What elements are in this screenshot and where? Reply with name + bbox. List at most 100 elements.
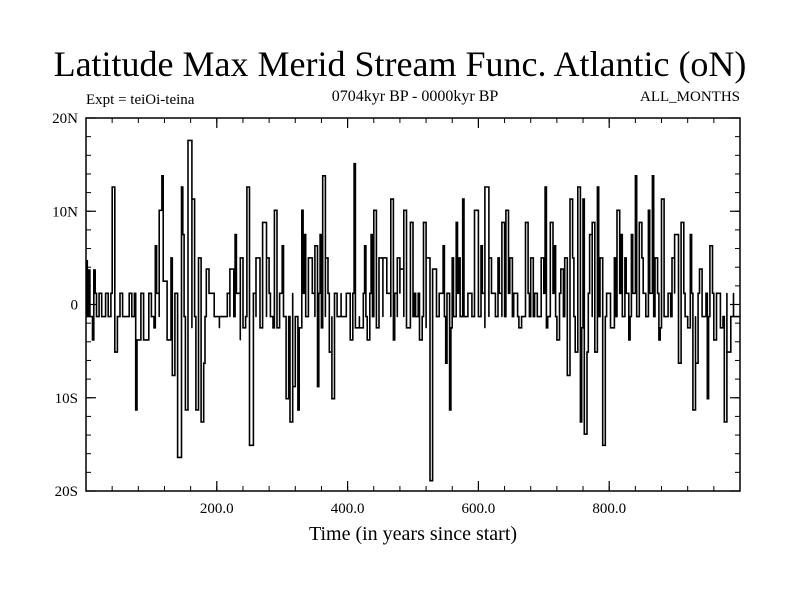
data-point xyxy=(182,234,184,236)
data-point xyxy=(170,257,172,259)
data-point xyxy=(458,257,460,259)
data-point xyxy=(687,316,689,318)
data-point xyxy=(583,433,585,435)
data-point xyxy=(732,316,735,318)
data-point xyxy=(143,316,145,318)
data-point xyxy=(451,257,453,259)
data-point xyxy=(119,292,121,294)
data-point xyxy=(382,316,384,318)
data-point xyxy=(646,316,648,318)
data-point xyxy=(702,316,705,318)
data-point xyxy=(594,292,596,294)
data-point xyxy=(418,339,421,341)
data-point xyxy=(318,292,320,294)
data-point xyxy=(509,257,511,259)
data-point xyxy=(316,386,319,388)
data-point xyxy=(497,257,499,259)
data-point xyxy=(328,351,330,353)
data-point xyxy=(425,327,427,329)
data-point xyxy=(726,351,728,353)
data-point xyxy=(101,316,103,318)
data-point xyxy=(429,480,431,482)
data-point xyxy=(713,339,715,341)
data-point xyxy=(543,292,545,294)
data-point xyxy=(723,421,725,423)
data-point xyxy=(88,269,90,271)
data-point xyxy=(432,316,434,318)
data-point xyxy=(252,292,254,294)
data-point xyxy=(450,327,452,329)
data-point xyxy=(200,351,202,353)
data-point xyxy=(336,316,338,318)
data-point xyxy=(403,209,405,211)
data-point xyxy=(521,316,523,318)
data-point xyxy=(233,316,235,318)
data-point xyxy=(569,198,571,200)
data-point xyxy=(229,316,231,318)
data-point xyxy=(154,245,156,247)
data-point xyxy=(90,316,92,318)
data-point xyxy=(484,327,486,329)
data-point xyxy=(229,268,231,270)
data-point xyxy=(602,292,604,294)
data-point xyxy=(674,234,676,236)
data-point xyxy=(462,198,464,200)
data-point xyxy=(577,186,579,188)
data-point xyxy=(353,163,355,165)
data-point xyxy=(364,245,366,247)
data-point xyxy=(197,316,200,318)
data-point xyxy=(555,316,557,318)
data-point xyxy=(456,292,459,294)
data-point xyxy=(705,292,707,294)
data-point xyxy=(405,327,408,329)
data-point xyxy=(438,292,440,294)
data-point xyxy=(349,316,351,318)
data-point xyxy=(177,316,179,318)
data-point xyxy=(418,292,421,294)
data-point xyxy=(358,316,360,318)
data-point xyxy=(161,175,163,177)
data-point xyxy=(539,316,541,318)
data-point xyxy=(577,292,579,294)
data-point xyxy=(467,292,469,294)
period-label: 0704kyr BP - 0000kyr BP xyxy=(331,88,499,105)
data-point xyxy=(184,409,186,411)
data-point xyxy=(114,351,116,353)
data-point xyxy=(382,257,384,259)
data-point xyxy=(564,257,566,259)
data-point xyxy=(239,257,241,259)
data-point xyxy=(715,292,718,294)
data-point xyxy=(195,409,197,411)
data-point xyxy=(654,257,656,259)
data-point xyxy=(375,327,377,329)
data-point xyxy=(86,316,88,318)
data-point xyxy=(677,316,680,318)
data-point xyxy=(701,316,703,318)
data-point xyxy=(680,292,682,294)
data-point xyxy=(657,292,659,294)
data-point xyxy=(259,327,261,329)
data-point xyxy=(265,316,268,318)
data-point xyxy=(371,316,374,318)
data-point xyxy=(442,245,444,247)
data-point xyxy=(658,339,660,341)
data-point xyxy=(517,316,519,318)
data-point xyxy=(671,257,673,259)
data-point xyxy=(532,316,534,318)
data-point xyxy=(273,209,275,211)
data-point xyxy=(307,316,309,318)
data-point xyxy=(599,257,601,259)
data-point xyxy=(488,316,490,318)
data-point xyxy=(307,257,309,259)
data-point xyxy=(540,257,542,259)
data-point xyxy=(203,362,205,364)
data-point xyxy=(354,327,356,329)
data-point xyxy=(226,292,228,294)
data-point xyxy=(589,234,591,236)
data-point xyxy=(305,316,307,318)
data-point xyxy=(636,316,638,318)
data-point xyxy=(574,351,576,353)
data-point xyxy=(314,245,316,247)
data-point xyxy=(524,221,527,223)
data-point xyxy=(667,292,669,294)
